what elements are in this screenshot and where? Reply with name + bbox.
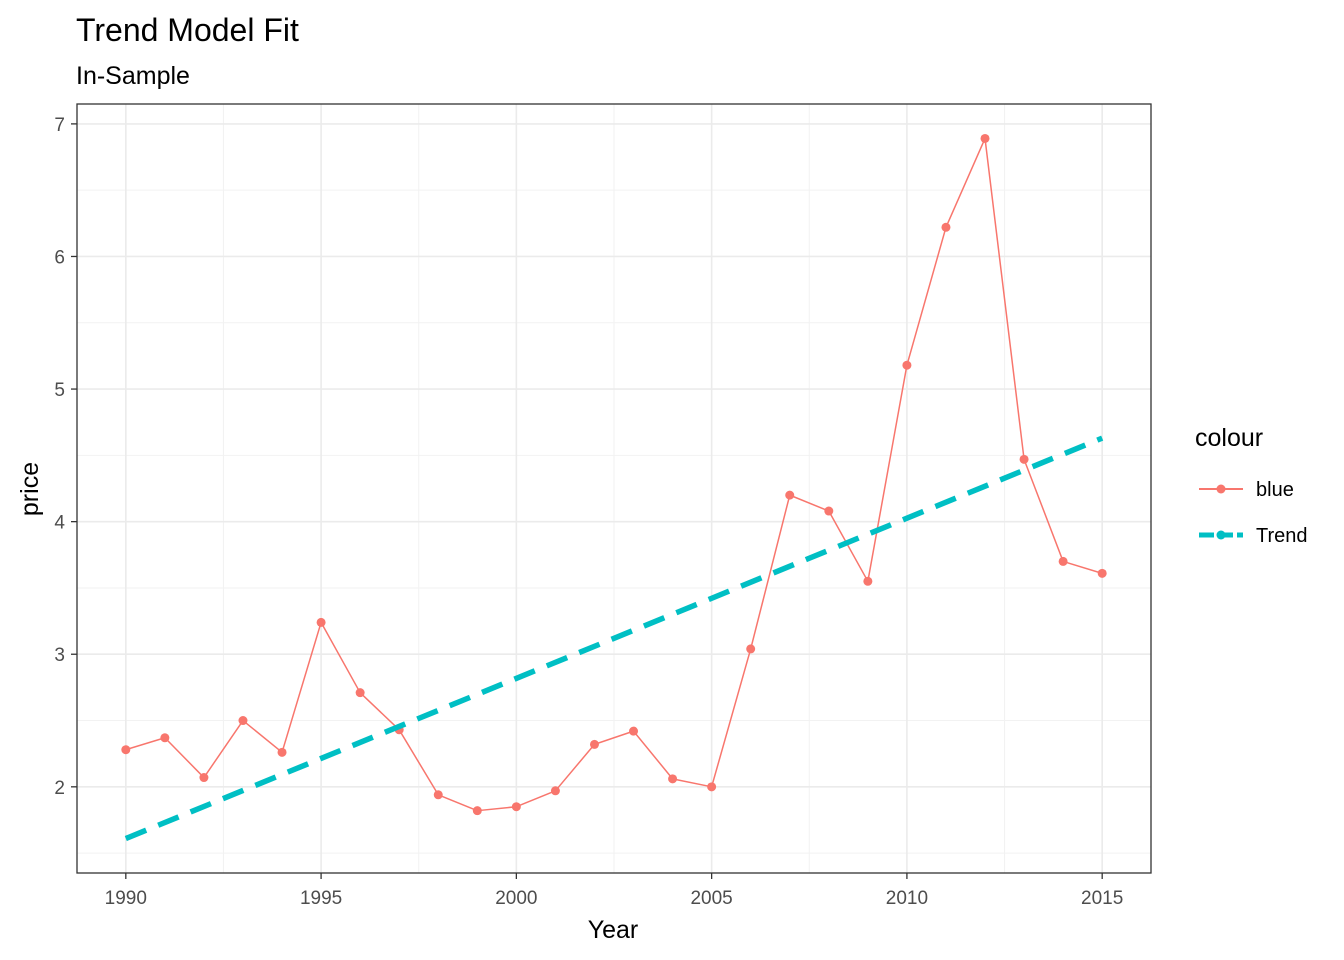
y-tick-label: 4	[54, 513, 65, 534]
data-point-blue	[668, 774, 678, 784]
data-point-blue	[746, 644, 756, 654]
series-line-blue	[125, 137, 1103, 812]
data-point-blue	[863, 576, 873, 586]
data-point-blue	[824, 506, 834, 516]
grid-lines	[77, 104, 1151, 873]
panel-border	[76, 103, 1152, 874]
y-tick-label: 5	[54, 380, 65, 401]
y-tick-label: 6	[54, 247, 65, 268]
data-point-blue	[511, 802, 521, 812]
y-axis-title: price	[16, 462, 44, 516]
legend-title: colour	[1195, 424, 1263, 452]
axis-ticks: 1990 1995 2000 2005 2010 2015 2 3 4 5 6 7	[54, 115, 1123, 909]
legend-key-point-trend	[1216, 530, 1226, 540]
y-tick-label: 2	[54, 778, 65, 799]
data-point-blue	[121, 745, 131, 755]
data-point-blue	[316, 617, 326, 627]
data-point-blue	[550, 786, 560, 796]
data-point-blue	[1097, 568, 1107, 578]
legend-label-trend: Trend	[1256, 525, 1308, 547]
data-point-blue	[707, 782, 717, 792]
x-tick-label: 2010	[886, 888, 928, 909]
data-point-blue	[629, 726, 639, 736]
y-tick-label: 7	[54, 115, 65, 136]
chart-subtitle: In-Sample	[76, 62, 190, 90]
series-line-trend	[124, 435, 1104, 842]
x-tick-label: 2005	[690, 888, 732, 909]
data-point-blue	[277, 747, 287, 757]
data-point-blue	[785, 490, 795, 500]
data-point-blue	[980, 133, 990, 143]
data-point-blue	[199, 773, 209, 783]
legend-label-blue: blue	[1256, 479, 1294, 501]
x-tick-label: 2000	[495, 888, 537, 909]
data-point-blue	[160, 733, 170, 743]
series-layer	[121, 133, 1107, 842]
data-point-blue	[1019, 454, 1029, 464]
legend: colour blue Trend	[1195, 424, 1308, 547]
data-point-blue	[941, 222, 951, 232]
data-point-blue	[238, 716, 248, 726]
x-axis-title: Year	[588, 916, 639, 944]
y-tick-label: 3	[54, 645, 65, 666]
data-point-blue	[1058, 556, 1068, 566]
x-tick-label: 1995	[300, 888, 342, 909]
legend-keys	[1199, 484, 1243, 540]
data-point-blue	[433, 790, 443, 800]
data-point-blue	[355, 688, 365, 698]
data-point-blue	[589, 739, 599, 749]
x-tick-label: 2015	[1081, 888, 1123, 909]
data-point-blue	[902, 360, 912, 370]
data-point-blue	[472, 806, 482, 816]
x-tick-label: 1990	[105, 888, 147, 909]
chart-title: Trend Model Fit	[76, 12, 299, 48]
legend-key-point-blue	[1216, 484, 1226, 494]
